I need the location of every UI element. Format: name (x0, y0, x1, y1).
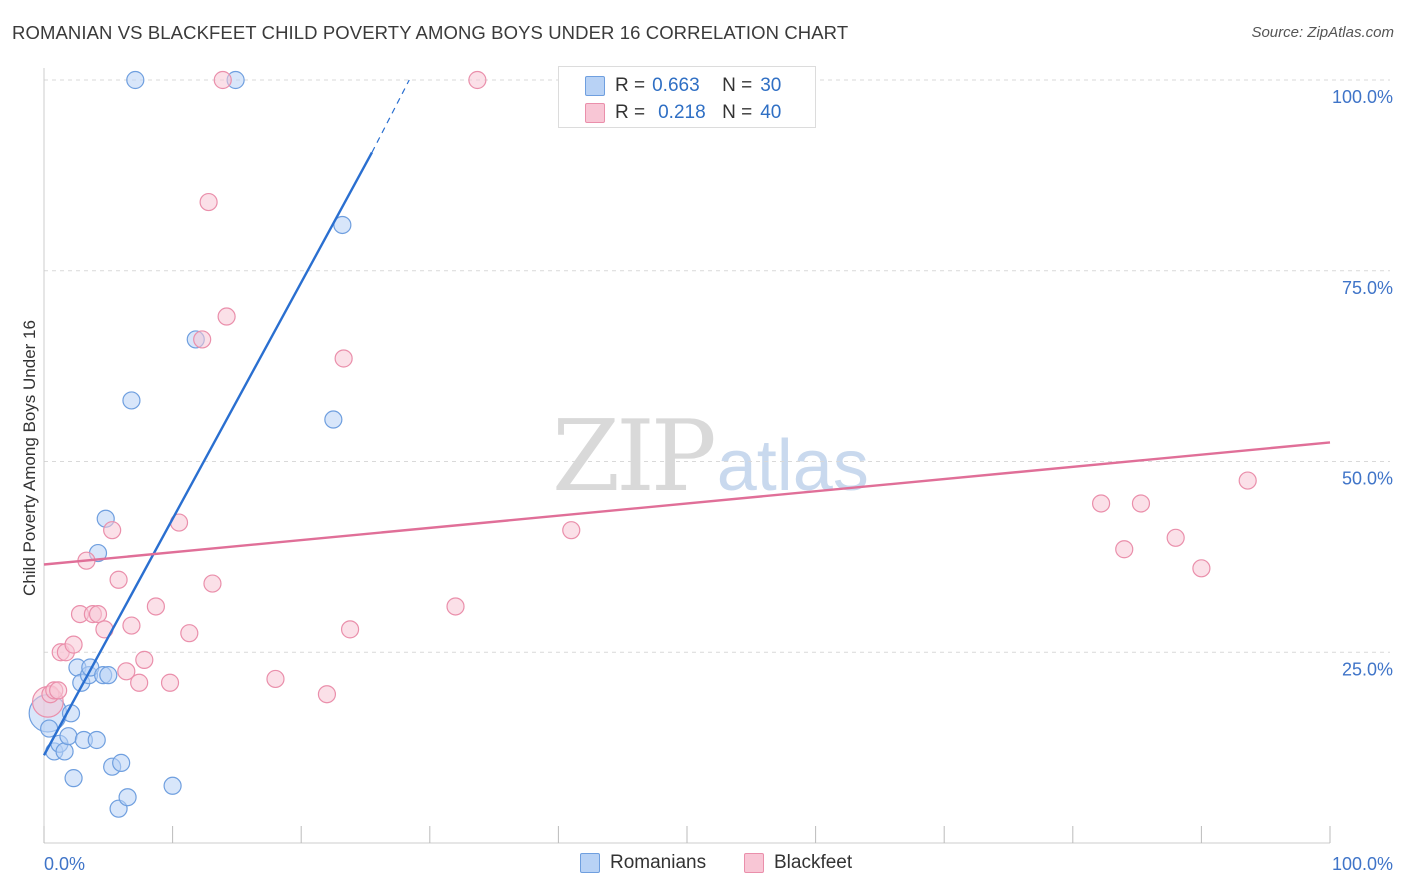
blackfeet-point (562, 521, 581, 540)
blackfeet-legend-label: Blackfeet (774, 852, 853, 873)
blackfeet-point (334, 349, 353, 368)
x-tick-label-min: 0.0% (44, 854, 85, 874)
x-tick-label-max: 100.0% (1332, 854, 1393, 874)
correlation-legend: R = 0.663 N = 30 R = 0.218 N = 40 (558, 66, 816, 128)
blackfeet-point (266, 669, 285, 689)
romanians-point (126, 70, 145, 90)
blackfeet-point (88, 604, 108, 624)
series-legend: Romanians Blackfeet (0, 850, 1406, 878)
romanians-point (55, 742, 74, 761)
blackfeet-point (1115, 540, 1134, 559)
blackfeet-n-value: 40 (760, 102, 782, 123)
romanians-point (324, 410, 343, 429)
chart-source: Source: ZipAtlas.com (1251, 24, 1394, 41)
chart-title: ROMANIAN VS BLACKFEET CHILD POVERTY AMON… (12, 22, 849, 43)
romanians-point (64, 769, 83, 788)
y-tick-label: 50.0% (1342, 469, 1393, 489)
blackfeet-point (135, 650, 154, 669)
romanians-point (163, 776, 182, 795)
blackfeet-point (217, 307, 236, 326)
blackfeet-point (213, 70, 232, 90)
romanians-trend-line (42, 151, 373, 756)
blackfeet-point (317, 685, 337, 704)
blackfeet-point (49, 681, 68, 700)
blackfeet-point (446, 597, 465, 616)
legend-row-blackfeet: R = 0.218 N = 40 (585, 100, 781, 126)
blackfeet-point (109, 570, 128, 589)
y-tick-label: 100.0% (1332, 87, 1393, 107)
romanians-point (118, 788, 137, 807)
romanians-swatch (585, 76, 605, 96)
blackfeet-trend-line (43, 441, 1331, 566)
y-tick-label: 25.0% (1342, 659, 1393, 679)
legend-item-blackfeet[interactable]: Blackfeet (744, 852, 852, 874)
blackfeet-point (130, 673, 149, 692)
romanians-r-label: R = (615, 75, 646, 96)
romanians-point (87, 730, 106, 750)
blackfeet-point (146, 597, 165, 616)
romanians-n-value: 30 (760, 75, 782, 96)
blackfeet-n-label: N = (722, 102, 753, 123)
grid-layer (44, 79, 1390, 653)
blackfeet-point (64, 635, 83, 654)
y-tick-label: 75.0% (1342, 278, 1393, 298)
blackfeet-point (1091, 494, 1111, 513)
blackfeet-legend-swatch (744, 853, 764, 873)
trend-layer (42, 79, 1331, 756)
romanians-legend-swatch (580, 853, 600, 873)
blackfeet-point (122, 616, 141, 635)
blackfeet-point (468, 70, 487, 90)
blackfeet-point (1131, 494, 1151, 513)
romanians-point (112, 753, 131, 772)
blackfeet-point (180, 624, 199, 643)
romanians-legend-label: Romanians (610, 852, 707, 873)
romanians-point (99, 666, 118, 685)
romanians-point (59, 727, 78, 746)
label-layer: 25.0% 50.0% 75.0% 100.0% 0.0% 100.0% Child Pov… (20, 87, 1393, 874)
legend-item-romanians[interactable]: Romanians (580, 852, 706, 874)
romanians-n-label: N = (722, 75, 753, 96)
axis-layer (43, 68, 1331, 844)
romanians-r-value: 0.663 (652, 75, 700, 96)
blackfeet-r-value: 0.218 (658, 102, 706, 123)
blackfeet-point (160, 673, 180, 692)
legend-row-romanians: R = 0.663 N = 30 (585, 73, 781, 99)
blackfeet-swatch (585, 103, 605, 123)
romanians-point (122, 391, 141, 410)
blackfeet-point (1166, 528, 1185, 547)
blackfeet-point (1238, 471, 1257, 490)
points-layer (28, 70, 1257, 818)
blackfeet-point (1192, 559, 1211, 578)
y-axis-title: Child Poverty Among Boys Under 16 (20, 320, 39, 596)
blackfeet-point (199, 192, 218, 212)
blackfeet-point (193, 330, 212, 349)
blackfeet-r-label: R = (615, 102, 646, 123)
blackfeet-point (203, 574, 222, 593)
blackfeet-point (117, 662, 136, 681)
romanians-trend-extension (371, 79, 410, 153)
blackfeet-point (103, 521, 122, 540)
blackfeet-point (340, 620, 360, 639)
